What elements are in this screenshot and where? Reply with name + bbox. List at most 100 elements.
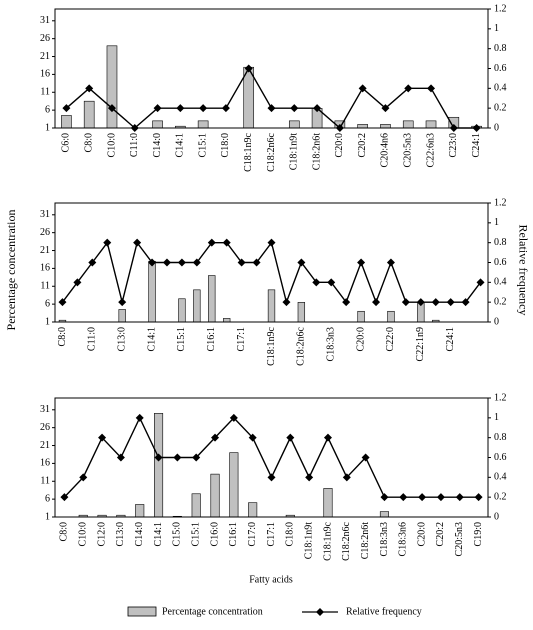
bar — [154, 413, 164, 518]
bar — [248, 502, 258, 518]
marker — [244, 64, 253, 73]
bar — [387, 310, 395, 323]
marker — [416, 298, 425, 307]
marker — [342, 298, 351, 307]
y2-tick-label: 0.2 — [494, 102, 507, 113]
marker — [357, 258, 366, 267]
y-tick-label: 16 — [40, 458, 50, 469]
bar — [178, 298, 186, 323]
marker — [98, 433, 107, 442]
x-tick-label: C15:0 — [172, 522, 183, 546]
bar — [288, 120, 300, 129]
x-tick-label: C18:2n6c — [341, 521, 352, 560]
y2-tick-label: 0 — [494, 122, 499, 133]
marker — [60, 493, 69, 502]
plot-frame — [54, 8, 489, 129]
marker — [116, 453, 125, 462]
bar — [357, 124, 368, 129]
y2-axis-label: Relative frequency — [516, 225, 530, 316]
marker — [135, 413, 144, 422]
x-tick-label: C14:0 — [152, 133, 163, 157]
x-tick-label: C13:0 — [115, 522, 126, 546]
x-tick-label: C16:0 — [209, 522, 220, 546]
y-tick-label: 11 — [40, 87, 50, 98]
marker — [229, 413, 238, 422]
x-tick-label: C18:2n6t — [311, 133, 322, 170]
marker — [222, 238, 231, 247]
marker — [372, 298, 381, 307]
bar — [425, 120, 437, 129]
y-tick-label: 1 — [45, 122, 50, 133]
marker — [118, 298, 127, 307]
marker — [85, 84, 94, 93]
legend-marker — [316, 608, 324, 616]
y2-tick-label: 0.6 — [494, 452, 507, 463]
x-tick-label: C11:0 — [87, 327, 98, 351]
legend-label: Percentage concentration — [162, 606, 263, 617]
x-tick-label: C6:0 — [61, 133, 72, 152]
x-tick-label: C10:0 — [78, 522, 89, 546]
x-tick-label: C20:5n3 — [454, 522, 465, 556]
y2-tick-label: 0 — [494, 316, 499, 327]
y-tick-label: 6 — [45, 493, 50, 504]
marker — [404, 84, 413, 93]
marker — [418, 493, 427, 502]
plot-frame — [54, 397, 489, 518]
y-tick-label: 21 — [40, 51, 50, 62]
marker — [237, 258, 246, 267]
marker — [386, 258, 395, 267]
bar — [379, 511, 389, 518]
y2-tick-label: 0.4 — [494, 83, 507, 94]
marker — [162, 258, 171, 267]
marker — [297, 258, 306, 267]
marker — [381, 104, 390, 113]
x-tick-label: C18:0 — [285, 522, 296, 546]
x-tick-label: C20:4n6 — [380, 133, 391, 167]
y-tick-label: 16 — [40, 263, 50, 274]
x-tick-label: C18:3n3 — [379, 522, 390, 556]
x-tick-label: C15:1 — [197, 133, 208, 157]
x-tick-label: C14:1 — [146, 327, 157, 351]
y2-tick-label: 1.2 — [494, 197, 507, 208]
bar — [243, 66, 255, 129]
y2-tick-label: 0 — [494, 511, 499, 522]
marker — [221, 104, 230, 113]
marker — [103, 238, 112, 247]
marker — [427, 84, 436, 93]
marker — [79, 473, 88, 482]
x-tick-label: C18:1n9c — [322, 521, 333, 560]
x-tick-label: C20:0 — [355, 327, 366, 351]
marker — [327, 278, 336, 287]
x-tick-label: C14:0 — [134, 522, 145, 546]
y-tick-label: 6 — [45, 104, 50, 115]
x-tick-label: C12:0 — [96, 522, 107, 546]
bar — [118, 309, 126, 323]
marker — [323, 433, 332, 442]
x-tick-label: C23:0 — [448, 133, 459, 157]
y-tick-label: 16 — [40, 69, 50, 80]
marker — [431, 298, 440, 307]
marker — [290, 104, 299, 113]
x-tick-label: C8:0 — [57, 327, 68, 346]
marker — [358, 84, 367, 93]
x-tick-label: C20:0 — [334, 133, 345, 157]
marker — [252, 258, 261, 267]
marker — [380, 493, 389, 502]
x-tick-label: C20:0 — [416, 522, 427, 546]
y2-tick-label: 0.6 — [494, 257, 507, 268]
x-tick-label: C17:0 — [247, 522, 258, 546]
marker — [176, 104, 185, 113]
legend-label: Relative frequency — [346, 606, 422, 617]
y2-tick-label: 0.4 — [494, 277, 507, 288]
y2-tick-label: 1.2 — [494, 392, 507, 403]
marker — [207, 238, 216, 247]
y2-tick-label: 0.4 — [494, 472, 507, 483]
x-axis-label: Fatty acids — [249, 574, 293, 585]
x-tick-label: C8:0 — [83, 133, 94, 152]
marker — [461, 298, 470, 307]
marker — [399, 493, 408, 502]
x-tick-label: C17:1 — [236, 327, 247, 351]
marker — [476, 278, 485, 287]
x-tick-label: C20:2 — [357, 133, 368, 157]
